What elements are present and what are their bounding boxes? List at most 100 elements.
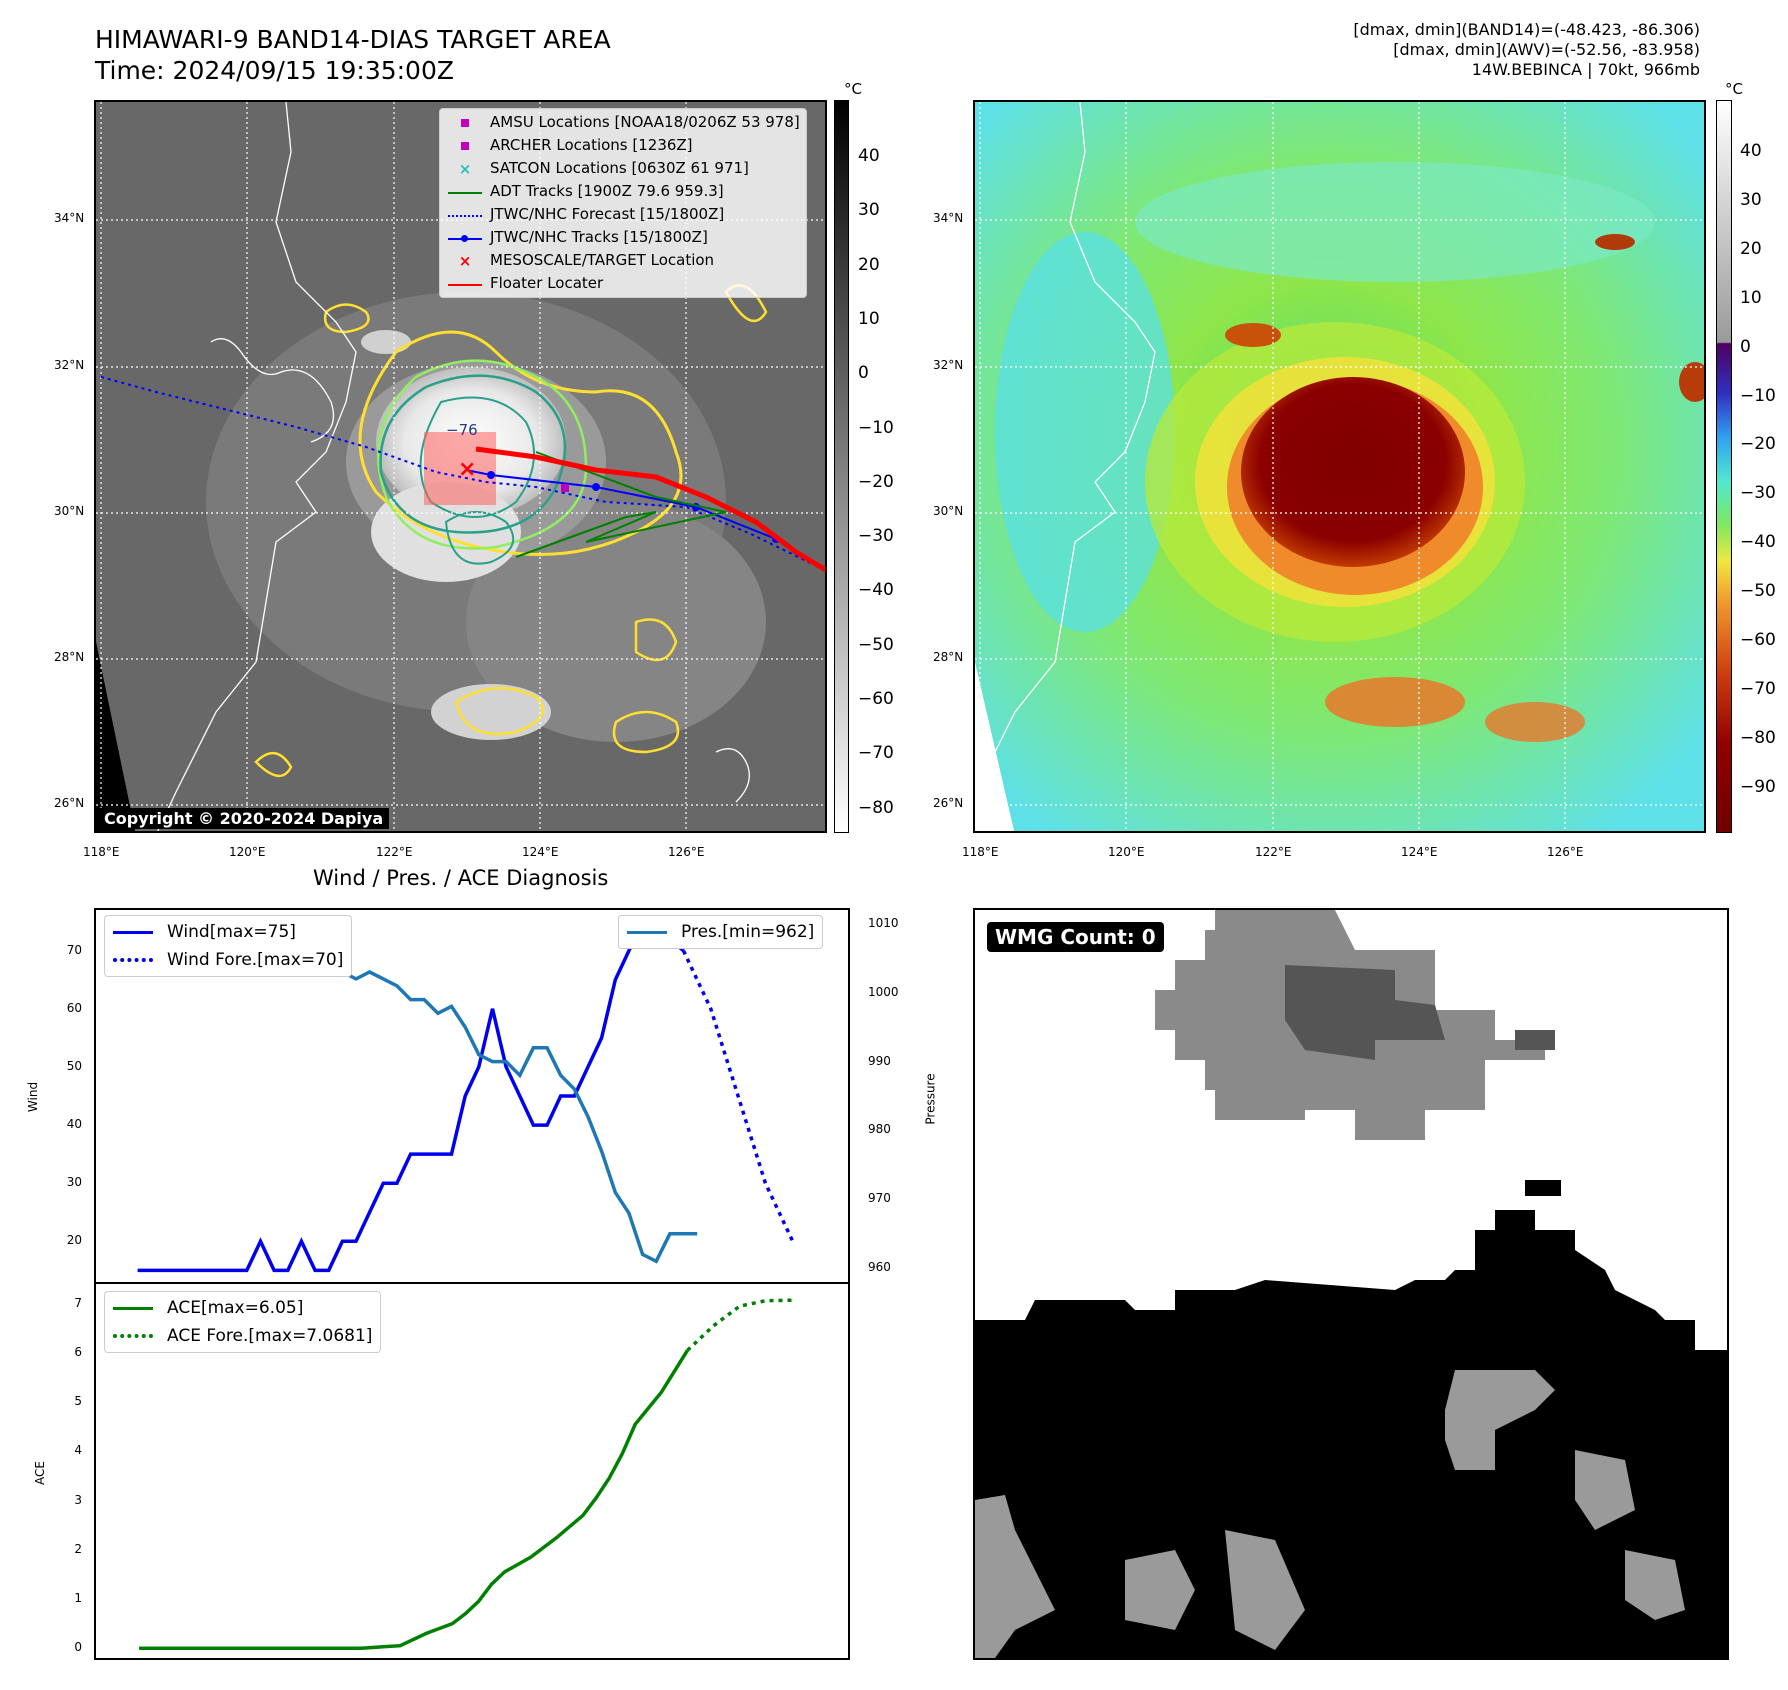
awv-colorbar-tick: 20 bbox=[1740, 238, 1762, 259]
target-x-marker: × bbox=[458, 457, 476, 482]
pressure-ylabel: Pressure bbox=[923, 1073, 938, 1125]
awv-lat-30: 30°N bbox=[933, 504, 964, 518]
title-line-2: Time: 2024/09/15 19:35:00Z bbox=[95, 56, 454, 85]
ace-tick-label: 0 bbox=[74, 1640, 82, 1655]
awv-colorbar-tick: 40 bbox=[1740, 141, 1762, 161]
awv-colorbar-tick: −80 bbox=[1740, 727, 1776, 748]
awv-colorbar-tick: −50 bbox=[1740, 581, 1776, 602]
ir-lon-126: 126°E bbox=[668, 845, 705, 859]
stats-line-2: [dmax, dmin](AWV)=(-52.56, -83.958) bbox=[1393, 40, 1700, 59]
pres-legend: Pres.[min=962] bbox=[618, 915, 824, 949]
ace-ylabel: ACE bbox=[32, 1461, 47, 1485]
awv-colorbar-tick: 10 bbox=[1740, 287, 1762, 308]
series-line-ace-max- bbox=[139, 1349, 689, 1650]
awv-colorbar-tick: −10 bbox=[1740, 385, 1776, 406]
awv-lon-126: 126°E bbox=[1547, 845, 1584, 859]
title-line-1: HIMAWARI-9 BAND14-DIAS TARGET AREA bbox=[95, 25, 611, 54]
ir-colorbar-tick: −40 bbox=[858, 580, 894, 601]
awv-colorbar-tick: −20 bbox=[1740, 434, 1776, 455]
floater-track-line bbox=[475, 446, 825, 573]
pres-tick-label: 1010 bbox=[868, 915, 899, 930]
ir-lat-32: 32°N bbox=[54, 358, 85, 372]
ir-colorbar-tick: −50 bbox=[858, 634, 894, 655]
ir-colorbar-tick: 10 bbox=[858, 308, 880, 329]
legend-target: × MESOSCALE/TARGET Location bbox=[458, 251, 715, 270]
ir-lon-122: 122°E bbox=[376, 845, 413, 859]
awv-colorbar-tick: −30 bbox=[1740, 483, 1776, 504]
ir-colorbar-tick: −10 bbox=[858, 417, 894, 438]
wind-tick-label: 50 bbox=[66, 1058, 82, 1073]
awv-lon-122: 122°E bbox=[1255, 845, 1292, 859]
awv-colorbar-tick: 30 bbox=[1740, 189, 1762, 210]
ir-colorbar-tick: −30 bbox=[858, 526, 894, 547]
stats-block: [dmax, dmin](BAND14)=(-48.423, -86.306) … bbox=[1353, 20, 1700, 80]
legend-floater: Floater Locater bbox=[446, 272, 800, 295]
pres-tick-label: 990 bbox=[868, 1053, 891, 1068]
stats-line-1: [dmax, dmin](BAND14)=(-48.423, -86.306) bbox=[1353, 20, 1700, 39]
wind-tick-label: 30 bbox=[66, 1175, 82, 1190]
ir-colorbar-tick: −70 bbox=[858, 743, 894, 764]
chart-title: Wind / Pres. / ACE Diagnosis bbox=[313, 866, 609, 890]
ir-colorbar-tick: 40 bbox=[858, 146, 880, 166]
wmg-image bbox=[975, 910, 1727, 1658]
ir-colorbar-tick: 20 bbox=[858, 254, 880, 275]
wind-tick-label: 70 bbox=[66, 942, 82, 957]
ace-tick-label: 3 bbox=[74, 1492, 82, 1507]
ir-lat-34: 34°N bbox=[54, 211, 85, 225]
ir-lat-26: 26°N bbox=[54, 796, 85, 810]
legend-wind: Wind[max=75] bbox=[113, 918, 343, 946]
series-line-ace-fore-max- bbox=[686, 1298, 792, 1352]
series-line-wind-fore-max- bbox=[681, 949, 795, 1243]
awv-gridlines bbox=[975, 102, 1704, 831]
ace-legend: ACE[max=6.05] ACE Fore.[max=7.0681] bbox=[104, 1291, 382, 1353]
ir-legend: AMSU Locations [NOAA18/0206Z 53 978] ARC… bbox=[439, 108, 807, 298]
awv-colorbar-tick: 0 bbox=[1740, 336, 1751, 357]
wmg-panel: WMG Count: 0 bbox=[973, 908, 1729, 1660]
awv-lat-26: 26°N bbox=[933, 796, 964, 810]
ace-tick-label: 6 bbox=[74, 1344, 82, 1359]
awv-colorbar bbox=[1716, 100, 1732, 833]
awv-colorbar-unit: °C bbox=[1725, 80, 1743, 98]
ace-tick-label: 2 bbox=[74, 1541, 82, 1556]
wmg-count-label: WMG Count: 0 bbox=[987, 922, 1164, 952]
ir-colorbar-tick: 30 bbox=[858, 200, 880, 221]
legend-ace: ACE[max=6.05] bbox=[113, 1294, 372, 1322]
awv-lat-32: 32°N bbox=[933, 358, 964, 372]
awv-lat-34: 34°N bbox=[933, 211, 964, 225]
pres-tick-label: 960 bbox=[868, 1260, 891, 1275]
ir-colorbar-tick: −80 bbox=[858, 797, 894, 818]
awv-colorbar-tick: −60 bbox=[1740, 630, 1776, 650]
ir-colorbar-unit: °C bbox=[844, 80, 862, 98]
ace-plot bbox=[139, 1298, 792, 1650]
forecast-track-line bbox=[100, 376, 825, 572]
figure-title: HIMAWARI-9 BAND14-DIAS TARGET AREA Time:… bbox=[95, 24, 611, 86]
legend-wind-forecast: Wind Fore.[max=70] bbox=[113, 946, 343, 974]
awv-colorbar-tick: −90 bbox=[1740, 776, 1776, 797]
legend-pressure: Pres.[min=962] bbox=[627, 918, 814, 946]
awv-colorbar-tick: −40 bbox=[1740, 532, 1776, 553]
awv-map-panel bbox=[973, 100, 1706, 833]
awv-colorbar-tick: −70 bbox=[1740, 678, 1776, 699]
series-line-wind-max- bbox=[137, 919, 685, 1273]
awv-lon-118: 118°E bbox=[962, 845, 999, 859]
ir-colorbar-tick: −20 bbox=[858, 471, 894, 492]
ir-colorbar-tick: 0 bbox=[858, 363, 869, 384]
ace-tick-label: 1 bbox=[74, 1590, 82, 1605]
contour-label: −76 bbox=[446, 421, 478, 439]
awv-map-image bbox=[975, 102, 1704, 831]
wind-ylabel: Wind bbox=[26, 1081, 41, 1113]
wind-tick-label: 40 bbox=[66, 1117, 82, 1132]
ir-lon-124: 124°E bbox=[522, 845, 559, 859]
pres-tick-label: 1000 bbox=[868, 984, 899, 999]
wind-tick-label: 60 bbox=[66, 1000, 82, 1015]
ir-colorbar-tick: −60 bbox=[858, 689, 894, 709]
awv-lon-124: 124°E bbox=[1401, 845, 1438, 859]
ir-colorbar bbox=[834, 100, 849, 833]
ir-lon-120: 120°E bbox=[229, 845, 266, 859]
wind-tick-label: 20 bbox=[66, 1233, 82, 1248]
ace-tick-label: 7 bbox=[74, 1295, 82, 1310]
amsu-marker bbox=[561, 484, 569, 492]
legend-ace-forecast: ACE Fore.[max=7.0681] bbox=[113, 1322, 372, 1350]
legend-jtwc-tracks: JTWC/NHC Tracks [15/1800Z] bbox=[446, 226, 800, 249]
pres-tick-label: 980 bbox=[868, 1122, 891, 1137]
